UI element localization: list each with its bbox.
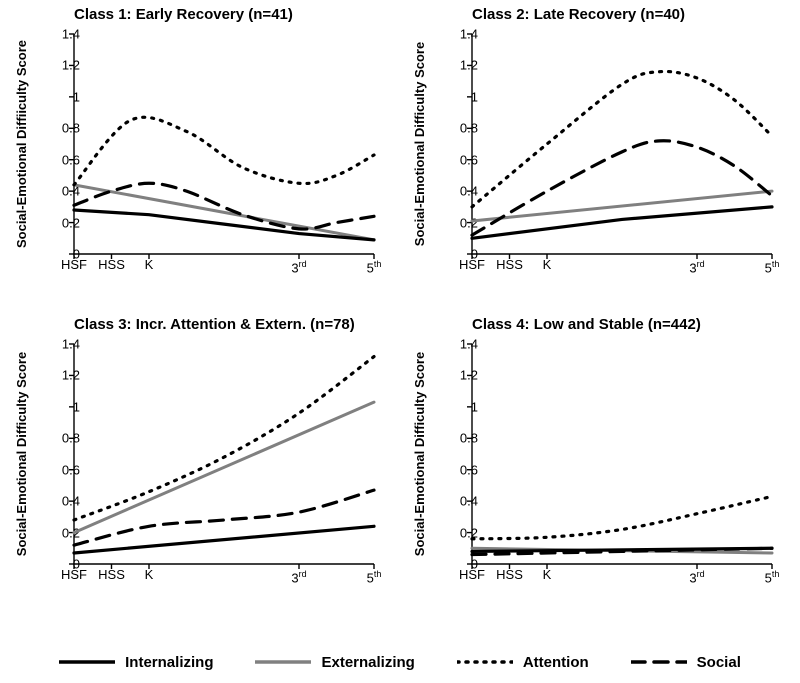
x-tick-label: HSF bbox=[61, 258, 87, 271]
plot-svg bbox=[472, 344, 772, 564]
x-tick-label: 3rd bbox=[291, 258, 306, 274]
panel-title: Class 4: Low and Stable (n=442) bbox=[414, 316, 784, 338]
x-tick-label: HSS bbox=[98, 568, 125, 581]
legend-swatch-attention bbox=[457, 653, 513, 671]
series-attention bbox=[74, 117, 374, 185]
plot-area bbox=[472, 34, 772, 254]
series-social bbox=[74, 490, 374, 545]
x-tick-label: 5th bbox=[367, 258, 382, 274]
series-attention bbox=[472, 71, 772, 206]
panel-2: Class 2: Late Recovery (n=40) Social-Emot… bbox=[414, 6, 784, 306]
panel-title: Class 3: Incr. Attention & Extern. (n=78… bbox=[16, 316, 386, 338]
y-axis-label: Social-Emotional Difficulty Score bbox=[14, 352, 29, 556]
legend-swatch-social bbox=[631, 653, 687, 671]
legend-label: Internalizing bbox=[125, 654, 213, 671]
y-axis-label: Social-Emotional Diffiiculty Score bbox=[14, 40, 29, 248]
legend-item-attention: Attention bbox=[457, 653, 589, 671]
x-tick-label: K bbox=[543, 568, 552, 581]
legend-swatch-internalizing bbox=[59, 653, 115, 671]
x-tick-label: HSF bbox=[61, 568, 87, 581]
x-tick-label: HSF bbox=[459, 568, 485, 581]
x-tick-label: HSS bbox=[496, 258, 523, 271]
panel-row-1: Class 1: Early Recovery (n=41) Social-Emo… bbox=[8, 6, 792, 306]
panel-3: Class 3: Incr. Attention & Extern. (n=78… bbox=[16, 316, 386, 616]
x-tick-label: 5th bbox=[765, 568, 780, 584]
panel-row-2: Class 3: Incr. Attention & Extern. (n=78… bbox=[8, 316, 792, 616]
panel-1: Class 1: Early Recovery (n=41) Social-Emo… bbox=[16, 6, 386, 306]
legend: Internalizing Externalizing Attention Socia… bbox=[0, 653, 800, 671]
x-tick-row: HSFHSSK3rd5th bbox=[74, 568, 374, 588]
panel-4: Class 4: Low and Stable (n=442) Social-Em… bbox=[414, 316, 784, 616]
x-tick-label: 3rd bbox=[291, 568, 306, 584]
plot-area bbox=[74, 344, 374, 564]
x-tick-row: HSFHSSK3rd5th bbox=[472, 568, 772, 588]
legend-label: Attention bbox=[523, 654, 589, 671]
legend-item-externalizing: Externalizing bbox=[255, 653, 414, 671]
x-tick-label: K bbox=[145, 568, 154, 581]
figure-root: Class 1: Early Recovery (n=41) Social-Emo… bbox=[0, 0, 800, 683]
series-internalizing bbox=[74, 526, 374, 553]
y-axis-label: Social-Emotional Difficulty Score bbox=[412, 42, 427, 246]
x-tick-label: 3rd bbox=[689, 258, 704, 274]
x-tick-row: HSFHSSK3rd5th bbox=[472, 258, 772, 278]
series-attention bbox=[472, 496, 772, 538]
x-tick-label: 3rd bbox=[689, 568, 704, 584]
x-tick-label: HSS bbox=[98, 258, 125, 271]
legend-label: Externalizing bbox=[321, 654, 414, 671]
legend-item-internalizing: Internalizing bbox=[59, 653, 213, 671]
plot-area bbox=[74, 34, 374, 254]
x-tick-label: K bbox=[543, 258, 552, 271]
series-externalizing bbox=[74, 402, 374, 532]
series-internalizing bbox=[472, 207, 772, 238]
panel-title: Class 2: Late Recovery (n=40) bbox=[414, 6, 784, 28]
plot-svg bbox=[472, 34, 772, 254]
legend-item-social: Social bbox=[631, 653, 741, 671]
x-tick-label: K bbox=[145, 258, 154, 271]
y-axis-label: Social-Emotional Difficulty Score bbox=[412, 352, 427, 556]
x-tick-label: HSF bbox=[459, 258, 485, 271]
legend-label: Social bbox=[697, 654, 741, 671]
plot-svg bbox=[74, 34, 374, 254]
x-tick-label: HSS bbox=[496, 568, 523, 581]
panel-title: Class 1: Early Recovery (n=41) bbox=[16, 6, 386, 28]
plot-svg bbox=[74, 344, 374, 564]
x-tick-row: HSFHSSK3rd5th bbox=[74, 258, 374, 278]
series-externalizing bbox=[472, 191, 772, 221]
series-social bbox=[74, 183, 374, 229]
legend-swatch-externalizing bbox=[255, 653, 311, 671]
plot-area bbox=[472, 344, 772, 564]
x-tick-label: 5th bbox=[765, 258, 780, 274]
x-tick-label: 5th bbox=[367, 568, 382, 584]
series-attention bbox=[74, 357, 374, 520]
